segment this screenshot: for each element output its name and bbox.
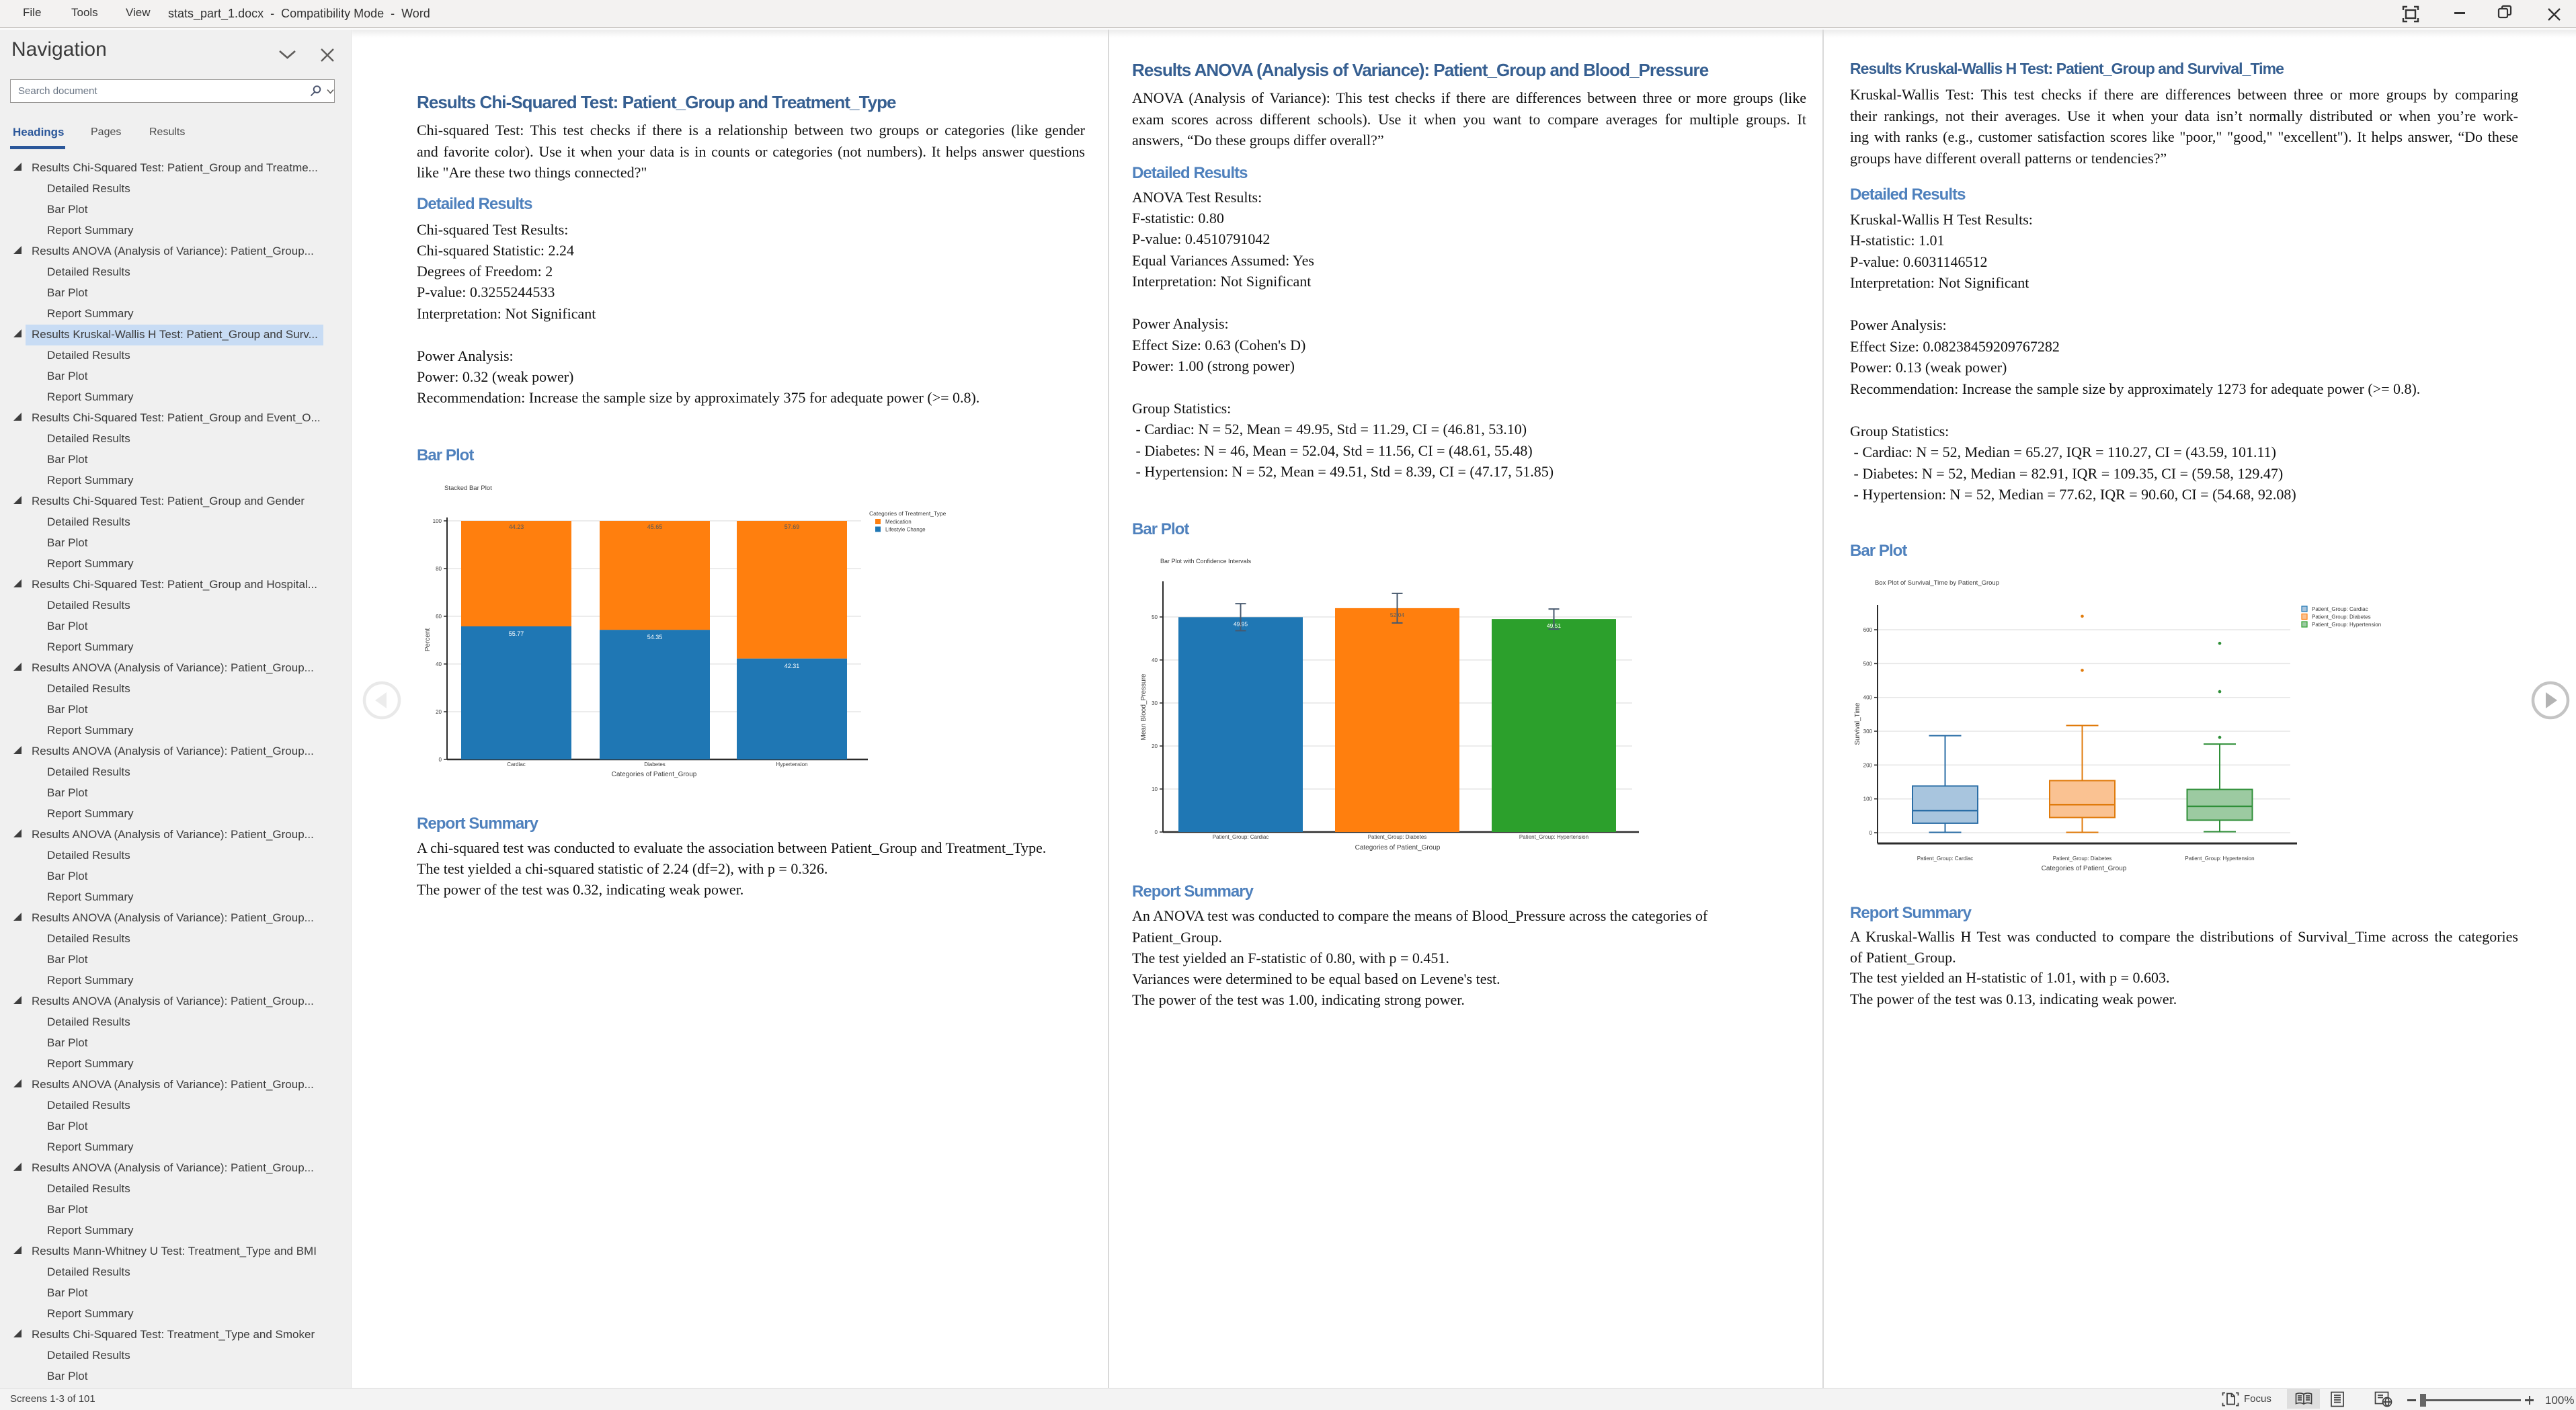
svg-text:57.69: 57.69 — [784, 524, 800, 530]
svg-text:80: 80 — [436, 566, 442, 572]
svg-text:20: 20 — [436, 709, 442, 715]
svg-text:Categories of Treatment_Type: Categories of Treatment_Type — [869, 510, 947, 517]
svg-text:400: 400 — [1863, 695, 1873, 701]
svg-text:52.04: 52.04 — [1390, 612, 1405, 618]
svg-text:30: 30 — [1152, 700, 1158, 706]
svg-text:10: 10 — [1152, 786, 1158, 792]
svg-text:Stacked Bar Plot: Stacked Bar Plot — [444, 485, 492, 492]
svg-text:20: 20 — [1152, 743, 1158, 749]
svg-text:Hypertension: Hypertension — [776, 761, 807, 768]
svg-text:Bar Plot with Confidence Inter: Bar Plot with Confidence Intervals — [1160, 558, 1252, 565]
svg-text:60: 60 — [436, 614, 442, 620]
svg-text:0: 0 — [1155, 829, 1158, 835]
svg-text:Lifestyle Change: Lifestyle Change — [885, 527, 926, 533]
svg-text:Categories of Patient_Group: Categories of Patient_Group — [1355, 844, 1441, 852]
svg-text:Percent: Percent — [424, 628, 432, 652]
svg-text:Patient_Group: Diabetes: Patient_Group: Diabetes — [2312, 614, 2371, 620]
svg-text:Patient_Group: Hypertension: Patient_Group: Hypertension — [2312, 622, 2381, 628]
svg-text:Patient_Group: Cardiac: Patient_Group: Cardiac — [2312, 606, 2368, 612]
svg-text:Diabetes: Diabetes — [644, 761, 666, 768]
svg-text:Patient_Group: Cardiac: Patient_Group: Cardiac — [1213, 834, 1269, 840]
svg-text:44.23: 44.23 — [509, 524, 524, 530]
svg-text:Medication: Medication — [885, 519, 912, 525]
svg-text:200: 200 — [1863, 762, 1873, 768]
svg-text:0: 0 — [439, 757, 442, 763]
svg-text:50: 50 — [1152, 614, 1158, 620]
svg-text:Cardiac: Cardiac — [507, 761, 526, 768]
svg-text:Box Plot of Survival_Time by P: Box Plot of Survival_Time by Patient_Gro… — [1875, 579, 1999, 587]
svg-text:49.95: 49.95 — [1234, 620, 1248, 627]
svg-text:49.51: 49.51 — [1547, 622, 1562, 629]
svg-text:55.77: 55.77 — [509, 630, 524, 637]
svg-text:Patient_Group: Diabetes: Patient_Group: Diabetes — [1368, 834, 1427, 840]
svg-text:Patient_Group: Diabetes: Patient_Group: Diabetes — [2053, 856, 2112, 862]
svg-text:54.35: 54.35 — [647, 634, 663, 640]
svg-text:0: 0 — [1869, 830, 1873, 836]
svg-text:600: 600 — [1863, 627, 1873, 633]
svg-text:Categories of Patient_Group: Categories of Patient_Group — [2042, 865, 2127, 872]
svg-text:Patient_Group: Cardiac: Patient_Group: Cardiac — [1917, 856, 1974, 862]
svg-text:40: 40 — [1152, 657, 1158, 663]
svg-text:40: 40 — [436, 661, 442, 667]
svg-text:Mean Blood_Pressure: Mean Blood_Pressure — [1140, 673, 1148, 740]
svg-text:Patient_Group: Hypertension: Patient_Group: Hypertension — [1519, 834, 1588, 840]
svg-text:Categories of Patient_Group: Categories of Patient_Group — [612, 771, 697, 778]
svg-text:Survival_Time: Survival_Time — [1854, 702, 1861, 745]
svg-text:45.65: 45.65 — [647, 524, 663, 530]
svg-text:300: 300 — [1863, 729, 1873, 735]
svg-text:100: 100 — [1863, 796, 1873, 802]
svg-text:500: 500 — [1863, 661, 1873, 667]
svg-text:42.31: 42.31 — [784, 663, 800, 669]
svg-text:100: 100 — [433, 518, 442, 524]
svg-text:Patient_Group: Hypertension: Patient_Group: Hypertension — [2185, 856, 2254, 862]
